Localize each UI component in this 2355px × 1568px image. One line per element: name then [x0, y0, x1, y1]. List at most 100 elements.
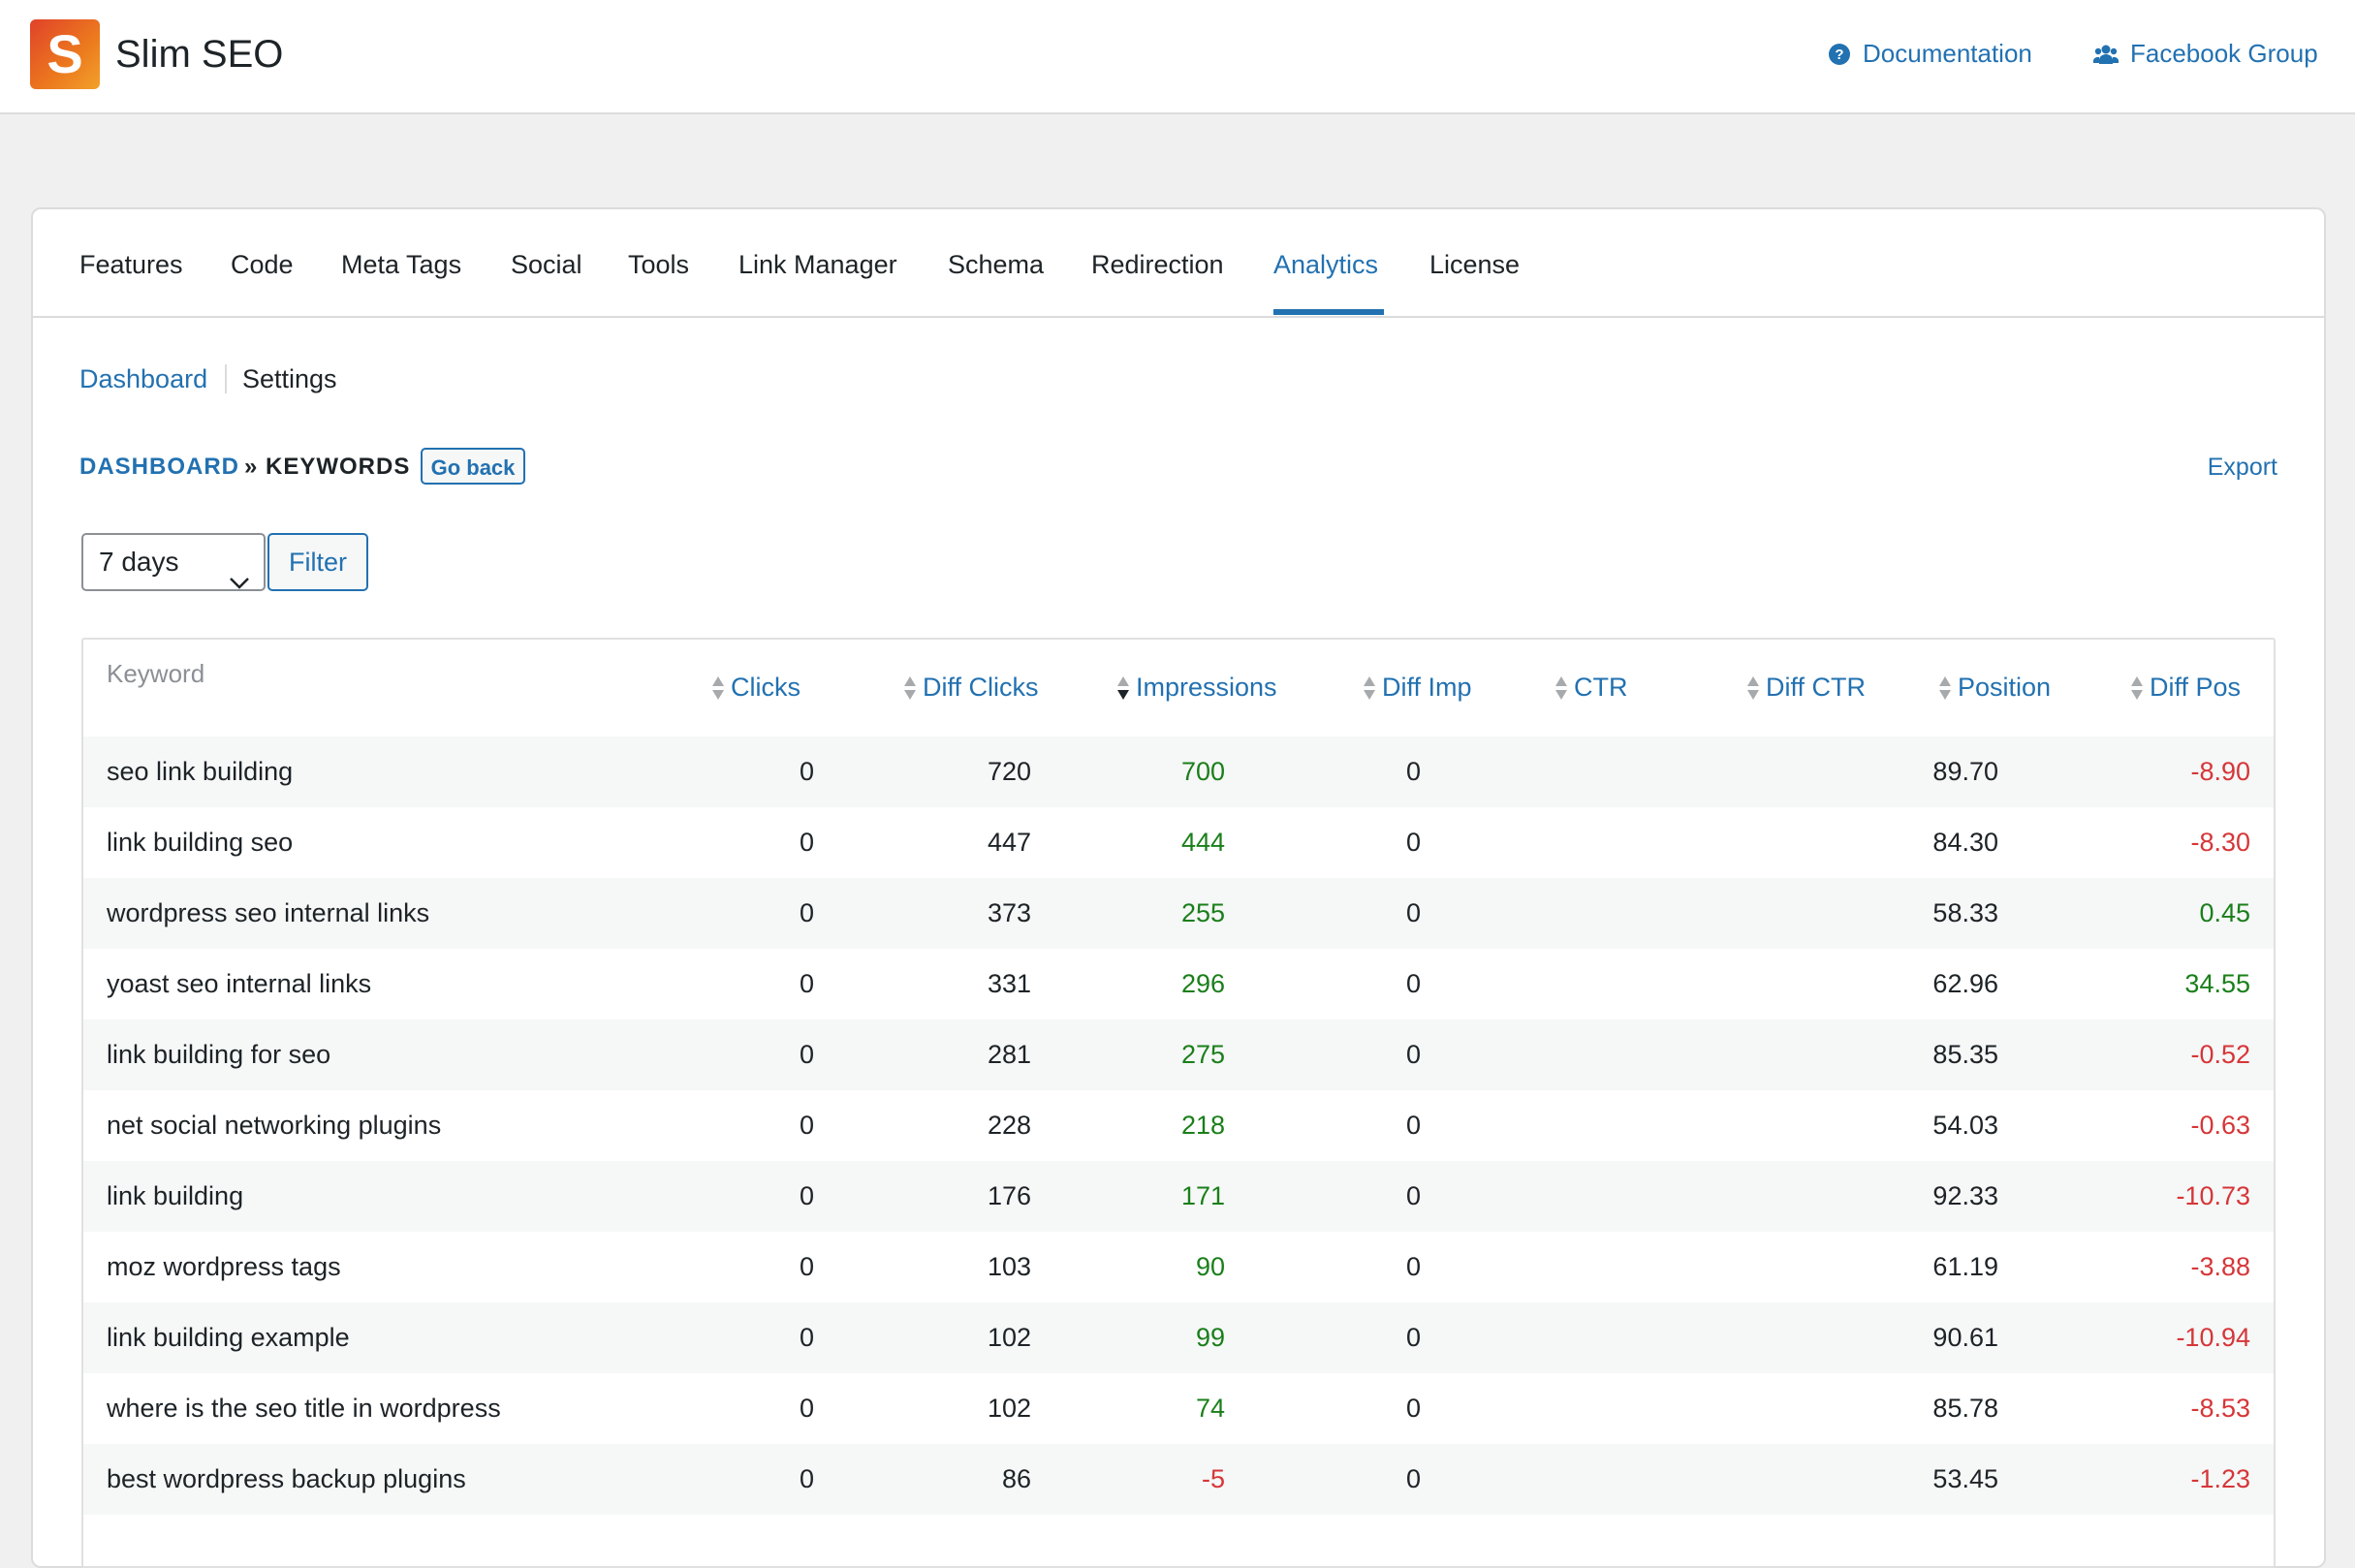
cell-keyword: moz wordpress tags	[107, 1252, 341, 1281]
cell-impressions: 228	[987, 1111, 1031, 1140]
filter-button[interactable]: Filter	[267, 533, 368, 591]
cell-impressions: 331	[987, 969, 1031, 998]
active-tab-indicator	[1273, 309, 1384, 315]
cell-keyword: yoast seo internal links	[107, 969, 372, 998]
column-diff-imp-label: Diff Imp	[1382, 673, 1472, 702]
cell-ctr: 0	[1405, 1464, 1421, 1493]
cell-diff-pos: -8.53	[2190, 1394, 2250, 1423]
column-diff-pos-label: Diff Pos	[2150, 673, 2242, 702]
cell-diff-pos: -8.30	[2190, 828, 2250, 857]
breadcrumb-separator: »	[244, 454, 259, 480]
tab-social[interactable]: Social	[511, 250, 582, 279]
cell-position: 92.33	[1932, 1181, 1998, 1210]
cell-keyword: wordpress seo internal links	[107, 898, 430, 927]
export-link[interactable]: Export	[2207, 454, 2277, 481]
logo-letter: S	[47, 23, 83, 84]
cell-keyword: link building seo	[107, 828, 294, 857]
table-row: moz wordpress tags 0 103 90 0 61.19 -3.88	[83, 1232, 2274, 1302]
cell-clicks: 0	[799, 1181, 814, 1210]
cell-position: 89.70	[1932, 757, 1998, 786]
column-diff-pos[interactable]: Diff Pos	[2130, 673, 2241, 703]
cell-diff-pos: -8.90	[2190, 757, 2250, 786]
cell-ctr: 0	[1405, 969, 1421, 998]
facebook-group-link[interactable]: Facebook Group	[2093, 39, 2318, 69]
column-diff-ctr[interactable]: Diff CTR	[1746, 673, 1866, 703]
column-keyword: Keyword	[107, 659, 205, 688]
cell-keyword: link building	[107, 1181, 244, 1210]
cell-clicks: 0	[799, 1394, 814, 1423]
cell-diff-pos: -0.52	[2190, 1040, 2250, 1069]
tab-bar: Features Code Meta Tags Social Tools Lin…	[33, 209, 2324, 318]
cell-diff-imp: 218	[1180, 1111, 1225, 1140]
facebook-group-label: Facebook Group	[2130, 39, 2318, 68]
users-icon	[2093, 43, 2119, 66]
column-clicks[interactable]: Clicks	[711, 673, 801, 703]
subnav-settings[interactable]: Settings	[242, 364, 337, 393]
tab-analytics[interactable]: Analytics	[1273, 250, 1379, 279]
tab-features[interactable]: Features	[79, 250, 183, 279]
tab-schema[interactable]: Schema	[948, 250, 1045, 279]
tab-link-manager[interactable]: Link Manager	[738, 250, 897, 279]
cell-position: 58.33	[1932, 898, 1998, 927]
cell-position: 85.78	[1932, 1394, 1998, 1423]
date-range-select[interactable]: 7 days	[81, 533, 266, 591]
settings-card: Features Code Meta Tags Social Tools Lin…	[31, 207, 2326, 1568]
cell-ctr: 0	[1405, 1323, 1421, 1352]
cell-position: 61.19	[1932, 1252, 1998, 1281]
breadcrumb-dashboard[interactable]: DASHBOARD	[79, 454, 239, 480]
cell-diff-imp: 171	[1180, 1181, 1225, 1210]
svg-text:?: ?	[1835, 47, 1843, 63]
tab-meta-tags[interactable]: Meta Tags	[341, 250, 462, 279]
table-row: yoast seo internal links 0 331 296 0 62.96 34.…	[83, 949, 2274, 1019]
cell-position: 54.03	[1932, 1111, 1998, 1140]
table-header: Keyword Clicks Diff Clicks Impressions D…	[83, 640, 2274, 737]
cell-diff-pos: -10.94	[2176, 1323, 2250, 1352]
cell-ctr: 0	[1405, 1111, 1421, 1140]
slim-seo-logo[interactable]: S	[30, 19, 100, 89]
cell-impressions: 102	[987, 1394, 1031, 1423]
table-row: wordpress seo internal links 0 373 255 0 58.3…	[83, 878, 2274, 949]
cell-position: 53.45	[1932, 1464, 1998, 1493]
tab-code[interactable]: Code	[231, 250, 294, 279]
cell-diff-pos: -1.23	[2190, 1464, 2250, 1493]
table-row: best wordpress backup plugins 0 86 -5 0 53.45…	[83, 1444, 2274, 1515]
column-diff-ctr-label: Diff CTR	[1766, 673, 1867, 702]
table-row: link building seo 0 447 444 0 84.30 -8.30	[83, 807, 2274, 878]
sort-icon	[1364, 675, 1375, 700]
cell-diff-imp: 700	[1180, 757, 1225, 786]
cell-impressions: 373	[987, 898, 1031, 927]
cell-impressions: 720	[987, 757, 1031, 786]
column-impressions[interactable]: Impressions	[1116, 673, 1277, 703]
column-clicks-label: Clicks	[731, 673, 801, 702]
cell-impressions: 103	[987, 1252, 1031, 1281]
sort-desc-icon	[1117, 675, 1129, 700]
subnav-dashboard[interactable]: Dashboard	[79, 364, 208, 393]
tab-redirection[interactable]: Redirection	[1091, 250, 1224, 279]
cell-position: 84.30	[1932, 828, 1998, 857]
column-diff-imp[interactable]: Diff Imp	[1363, 673, 1472, 703]
cell-position: 85.35	[1932, 1040, 1998, 1069]
cell-clicks: 0	[799, 1464, 814, 1493]
column-position[interactable]: Position	[1938, 673, 2051, 703]
cell-position: 90.61	[1932, 1323, 1998, 1352]
tab-license[interactable]: License	[1429, 250, 1521, 279]
table-row: where is the seo title in wordpress 0 102 7…	[83, 1373, 2274, 1444]
cell-clicks: 0	[799, 1040, 814, 1069]
go-back-button[interactable]: Go back	[421, 448, 525, 485]
cell-clicks: 0	[799, 1252, 814, 1281]
cell-clicks: 0	[799, 969, 814, 998]
table-row: link building example 0 102 99 0 90.61 -10.94	[83, 1302, 2274, 1373]
cell-impressions: 176	[987, 1181, 1031, 1210]
column-ctr[interactable]: CTR	[1554, 673, 1628, 703]
tab-tools[interactable]: Tools	[628, 250, 690, 279]
documentation-link[interactable]: ? Documentation	[1828, 39, 2032, 69]
cell-diff-imp: 90	[1195, 1252, 1225, 1281]
cell-ctr: 0	[1405, 1394, 1421, 1423]
table-row: net social networking plugins 0 228 218 0 54.…	[83, 1090, 2274, 1161]
cell-keyword: link building example	[107, 1323, 350, 1352]
column-impressions-label: Impressions	[1136, 673, 1277, 702]
cell-diff-imp: -5	[1201, 1464, 1225, 1493]
column-diff-clicks[interactable]: Diff Clicks	[903, 673, 1039, 703]
cell-clicks: 0	[799, 898, 814, 927]
cell-clicks: 0	[799, 1111, 814, 1140]
